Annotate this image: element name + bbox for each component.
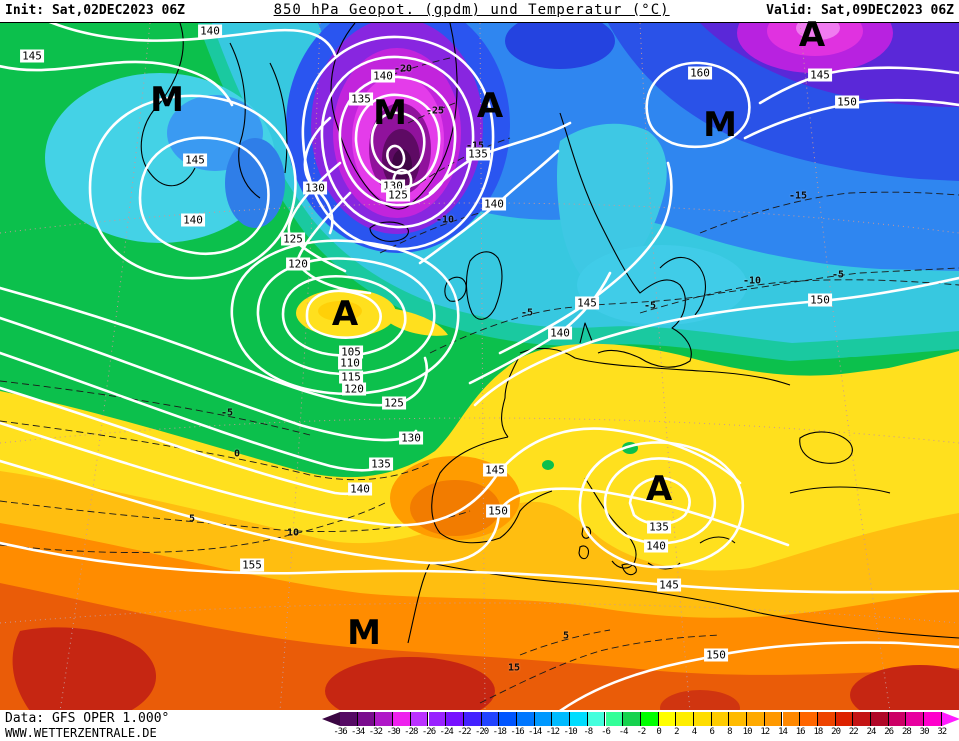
colorbar-segment bbox=[410, 712, 429, 726]
coastline-europe bbox=[431, 322, 891, 570]
colorbar-segment bbox=[888, 712, 907, 726]
colorbar-segment bbox=[676, 712, 694, 726]
colorbar-tick-label: -34 bbox=[351, 727, 365, 737]
colorbar-segment bbox=[499, 712, 517, 726]
colorbar-tick-label: 20 bbox=[831, 727, 841, 737]
colorbar-segment bbox=[729, 712, 748, 726]
init-datetime: Init: Sat,02DEC2023 06Z bbox=[5, 3, 186, 18]
colorbar-segment bbox=[871, 712, 889, 726]
colorbar-tick-label: 12 bbox=[760, 727, 770, 737]
colorbar-segment bbox=[658, 712, 677, 726]
colorbar-tick-label: -28 bbox=[404, 727, 418, 737]
colorbar-segment bbox=[853, 712, 871, 726]
colorbar-tick-label: 16 bbox=[795, 727, 806, 737]
colorbar-tick-label: 30 bbox=[919, 727, 930, 737]
colorbar-segment bbox=[694, 712, 712, 726]
colorbar-tick-label: 32 bbox=[937, 727, 947, 737]
colorbar-segment bbox=[357, 712, 376, 726]
colorbar-tick-label: -36 bbox=[333, 727, 347, 737]
valid-datetime: Valid: Sat,09DEC2023 06Z bbox=[766, 3, 954, 18]
coastline-greenland bbox=[330, 23, 458, 210]
colorbar-segment bbox=[428, 712, 447, 726]
colorbar-segment bbox=[534, 712, 553, 726]
colorbar-tick-label: 10 bbox=[742, 727, 753, 737]
data-source-label: Data: GFS OPER 1.000° bbox=[5, 711, 170, 726]
graticule bbox=[0, 23, 959, 711]
colorbar-right-arrow bbox=[942, 712, 959, 726]
weather-map: -20 -25 -15 -15 -10 -10 -5 -5 -5 -5 0 5 10 5 15 140 145 1… bbox=[0, 18, 959, 711]
colorbar-tick-label: 24 bbox=[866, 727, 877, 737]
colorbar-tick-label: -8 bbox=[583, 727, 593, 737]
colorbar-tick-label: 26 bbox=[884, 727, 894, 737]
colorbar-tick-label: -12 bbox=[545, 727, 560, 737]
colorbar-tick-label: -6 bbox=[601, 727, 611, 737]
coastlines bbox=[140, 23, 959, 644]
colorbar-tick-label: -30 bbox=[386, 727, 400, 737]
colorbar-segment bbox=[393, 712, 411, 726]
colorbar-segment bbox=[800, 712, 818, 726]
colorbar-segment bbox=[570, 712, 588, 726]
coastline-canada bbox=[140, 23, 288, 199]
coastline-british-isles bbox=[444, 251, 503, 320]
colorbar-left-arrow bbox=[322, 712, 340, 726]
colorbar-segment bbox=[623, 712, 641, 726]
colorbar-segment bbox=[906, 712, 925, 726]
colorbar-tick-label: -14 bbox=[528, 727, 542, 737]
isohypse-contours bbox=[0, 23, 959, 711]
colorbar-tick-label: -22 bbox=[457, 727, 471, 737]
colorbar-tick-label: -4 bbox=[618, 727, 629, 737]
colorbar-segment bbox=[552, 712, 571, 726]
colorbar-tick-label: -16 bbox=[510, 727, 524, 737]
temperature-fill-regions bbox=[0, 23, 959, 711]
colorbar-segment bbox=[640, 712, 659, 726]
colorbar-segment bbox=[375, 712, 394, 726]
colorbar-segment bbox=[587, 712, 606, 726]
colorbar-segment bbox=[340, 712, 358, 726]
colorbar-segment bbox=[782, 712, 801, 726]
colorbar-segment bbox=[605, 712, 624, 726]
page-title: 850 hPa Geopot. (gpdm) und Temperatur (°… bbox=[273, 2, 670, 18]
colorbar-tick-label: 4 bbox=[691, 727, 698, 737]
colorbar-segment bbox=[463, 712, 482, 726]
coastline-iceland bbox=[369, 221, 409, 242]
colorbar-tick-label: 8 bbox=[727, 727, 733, 737]
colorbar-tick-label: -26 bbox=[421, 727, 436, 737]
colorbar-tick-label: -24 bbox=[439, 727, 454, 737]
colorbar-segment bbox=[747, 712, 765, 726]
colorbar-tick-label: 22 bbox=[848, 727, 859, 737]
map-canvas bbox=[0, 23, 959, 711]
coastline-scandinavia bbox=[559, 112, 706, 368]
colorbar-tick-label: 0 bbox=[656, 727, 662, 737]
colorbar-segment bbox=[764, 712, 783, 726]
colorbar-segment bbox=[817, 712, 836, 726]
colorbar-tick-label: -10 bbox=[563, 727, 577, 737]
colorbar-tick-label: 18 bbox=[813, 727, 823, 737]
map-footer: Data: GFS OPER 1.000° WWW.WETTERZENTRALE… bbox=[0, 710, 959, 741]
colorbar-segment bbox=[835, 712, 854, 726]
temperature-colorbar: -36 -34 -32 -30 -28 -26 -24 -22 -20 -18 -16 -14 -12-… bbox=[322, 712, 959, 740]
colorbar-tick-label: 28 bbox=[901, 727, 912, 737]
colorbar-segment bbox=[517, 712, 535, 726]
coastline-north-africa bbox=[407, 562, 959, 644]
temperature-contours bbox=[0, 57, 959, 704]
colorbar-segment bbox=[711, 712, 730, 726]
colorbar-tick-label: 14 bbox=[778, 727, 788, 737]
colorbar-tick-label: -20 bbox=[474, 727, 489, 737]
colorbar-tick-label: 2 bbox=[674, 727, 680, 737]
colorbar-segment bbox=[481, 712, 500, 726]
colorbar-tick-label: -18 bbox=[492, 727, 507, 737]
colorbar-segment bbox=[446, 712, 464, 726]
colorbar-tick-label: -2 bbox=[636, 727, 646, 737]
colorbar-segment bbox=[924, 712, 942, 726]
colorbar-tick-label: 6 bbox=[709, 727, 715, 737]
map-header: Init: Sat,02DEC2023 06Z 850 hPa Geopot. … bbox=[0, 0, 959, 22]
website-label: WWW.WETTERZENTRALE.DE bbox=[5, 726, 157, 740]
colorbar-tick-label: -32 bbox=[368, 727, 383, 737]
